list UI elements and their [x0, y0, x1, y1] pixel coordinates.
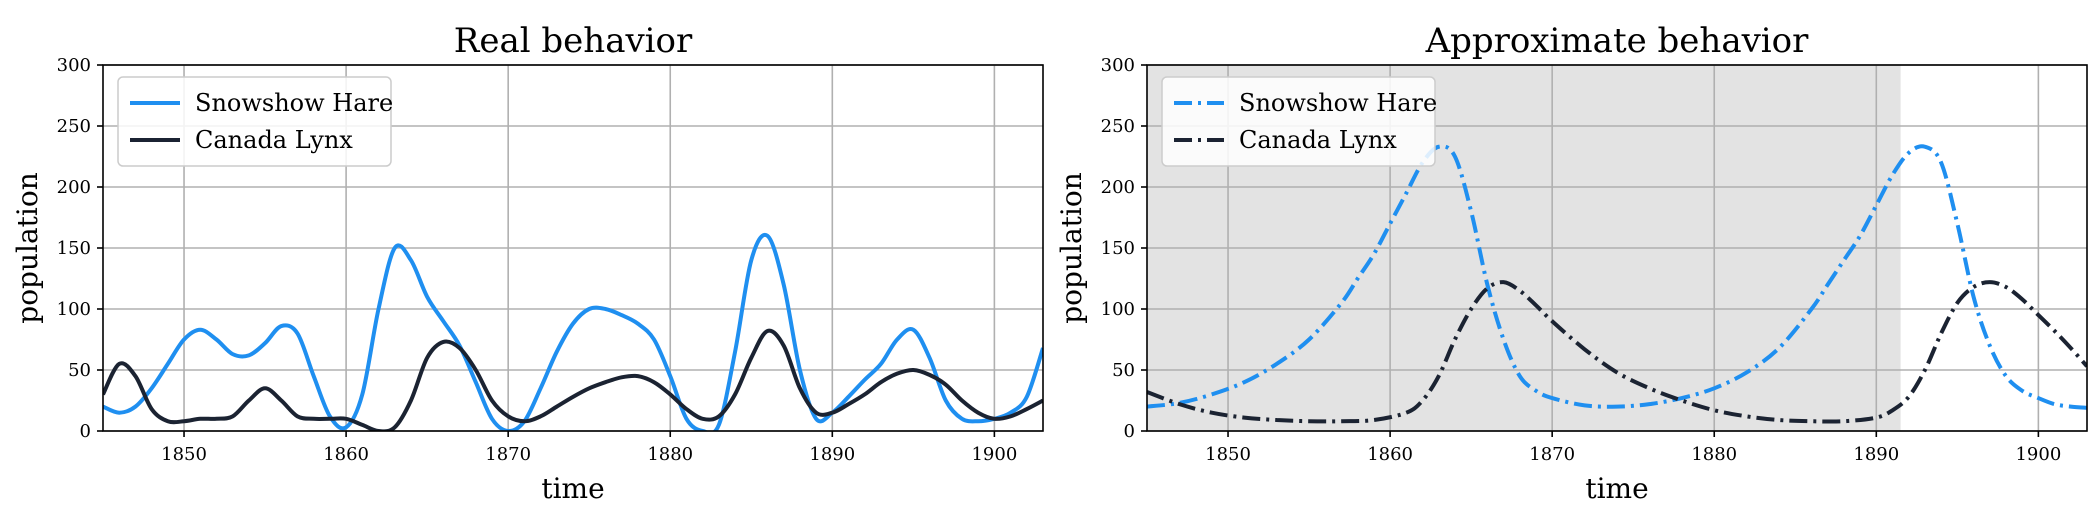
legend-label-hare: Snowshow Hare: [1239, 89, 1437, 117]
y-tick-label: 150: [1101, 238, 1135, 259]
chart-panel-1: 1850 1860 1870 1880 1890 1900 0 50 100 150 200 250 3…: [11, 21, 1044, 505]
x-tick-label: 1880: [1691, 444, 1737, 465]
x-tick-label: 1870: [1529, 444, 1575, 465]
y-tick-label: 200: [1101, 177, 1135, 198]
y-tick-label: 50: [68, 360, 91, 381]
y-axis-label: population: [1055, 172, 1088, 323]
x-tick-label: 1890: [1853, 444, 1899, 465]
y-tick-label: 150: [57, 238, 91, 259]
y-tick-label: 300: [1101, 55, 1135, 76]
legend-box: [117, 76, 392, 167]
y-tick-label: 100: [1101, 299, 1135, 320]
legend: Snowshow Hare Canada Lynx: [1161, 76, 1437, 167]
chart-title: Real behavior: [454, 21, 693, 61]
x-tick-label: 1890: [809, 444, 855, 465]
series-group: [103, 232, 1043, 431]
y-tick-label: 50: [1112, 360, 1135, 381]
series-line-hare: [103, 232, 1043, 431]
y-tick-label: 250: [1101, 116, 1135, 137]
y-tick-label: 0: [1124, 421, 1135, 442]
y-tick-label: 300: [57, 55, 91, 76]
chart-panel-2: 1850 1860 1870 1880 1890 1900 0 50 100 150 200 250 3…: [1055, 21, 2088, 505]
x-tick-label: 1850: [1205, 444, 1251, 465]
y-tick-label: 0: [80, 421, 91, 442]
legend: Snowshow Hare Canada Lynx: [117, 76, 393, 167]
series-group: [1147, 144, 2087, 424]
x-axis-label: time: [541, 472, 604, 505]
legend-box: [1161, 76, 1436, 167]
legend-label-lynx: Canada Lynx: [195, 126, 353, 154]
legend-label-lynx: Canada Lynx: [1239, 126, 1397, 154]
x-tick-label: 1880: [647, 444, 693, 465]
x-tick-label: 1860: [1367, 444, 1413, 465]
legend-label-hare: Snowshow Hare: [195, 89, 393, 117]
x-axis-label: time: [1585, 472, 1648, 505]
x-tick-label: 1900: [2015, 444, 2061, 465]
series-line-lynx: [103, 328, 1043, 431]
y-tick-label: 250: [57, 116, 91, 137]
y-tick-label: 200: [57, 177, 91, 198]
x-tick-label: 1870: [485, 444, 531, 465]
chart-title: Approximate behavior: [1425, 21, 1810, 61]
x-tick-label: 1850: [161, 444, 207, 465]
y-tick-label: 100: [57, 299, 91, 320]
x-tick-label: 1900: [971, 444, 1017, 465]
series-line-hare: [1147, 144, 2087, 410]
x-tick-label: 1860: [323, 444, 369, 465]
y-axis-label: population: [11, 172, 44, 323]
